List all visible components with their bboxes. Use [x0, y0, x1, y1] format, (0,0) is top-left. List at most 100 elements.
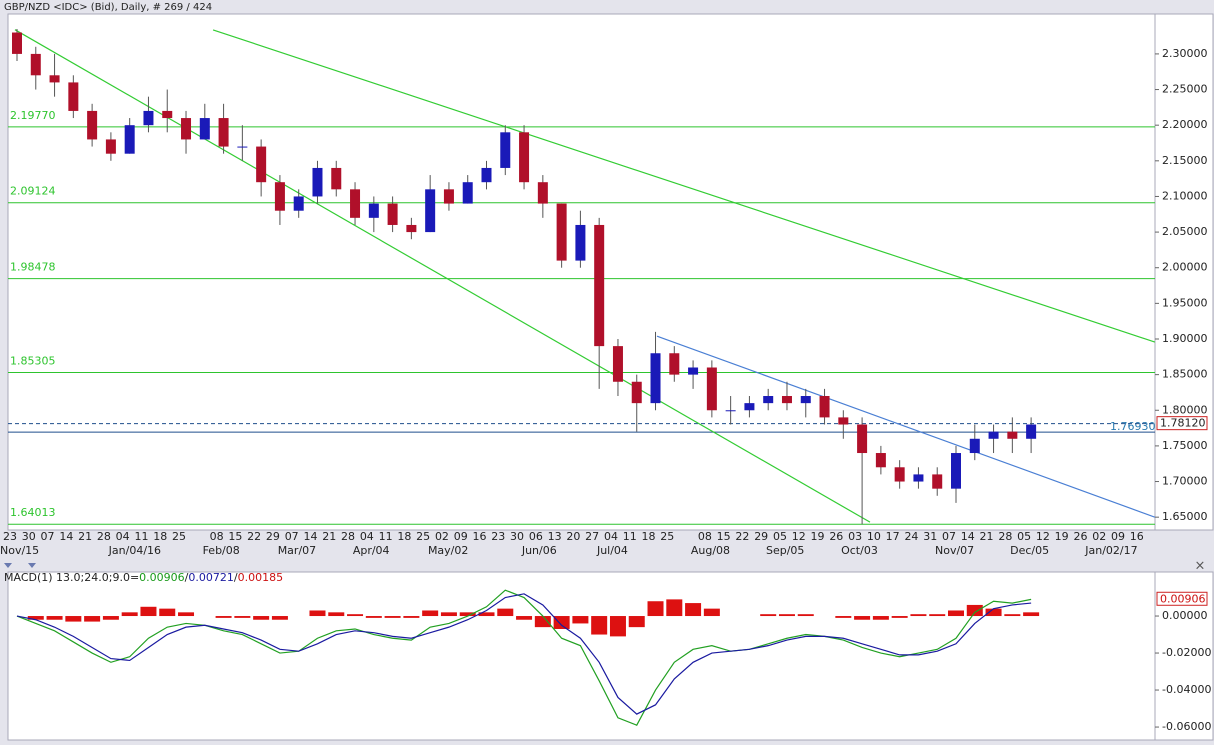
macd-panel — [7, 571, 1214, 741]
candle-body — [744, 403, 755, 411]
x-tick-label: 15 — [228, 530, 242, 543]
macd-line — [16, 593, 1032, 715]
candle-body — [256, 146, 267, 183]
histogram-bar — [591, 616, 608, 635]
x-period-label: Jan/04/16 — [108, 544, 161, 557]
level-label: 2.09124 — [10, 185, 56, 198]
panel-toggle[interactable] — [4, 563, 36, 568]
x-tick-label: 23 — [491, 530, 505, 543]
chart-title: GBP/NZD <IDC> (Bid), Daily, # 269 / 424 — [4, 2, 212, 13]
candle-body — [781, 396, 792, 404]
histogram-bar — [572, 616, 589, 624]
candle-body — [1007, 431, 1018, 439]
macd-title-part: / — [234, 571, 238, 584]
x-tick-label: 11 — [379, 530, 393, 543]
x-tick-label: 04 — [360, 530, 374, 543]
x-tick-label: 25 — [172, 530, 186, 543]
candle-body — [331, 167, 342, 190]
axes: 2.30000 2.25000 2.20000 2.15000 2.10000 2.050… — [0, 47, 1211, 733]
x-tick-label: 07 — [285, 530, 299, 543]
x-tick-label: 25 — [416, 530, 430, 543]
x-tick-label: 14 — [59, 530, 73, 543]
histogram-bar — [1004, 614, 1021, 617]
histogram-bar — [609, 616, 626, 637]
candle-body — [312, 167, 323, 197]
histogram-bar — [685, 603, 702, 617]
macd-title-part: / — [185, 571, 189, 584]
trend-line — [212, 29, 1155, 343]
histogram-bar — [1023, 612, 1040, 617]
histogram-bar — [966, 604, 983, 617]
candle-body — [519, 132, 530, 183]
x-tick-label: 20 — [566, 530, 580, 543]
x-tick-label: 21 — [980, 530, 994, 543]
macd-title-part: MACD(1) 13.0;24.0;9.0= — [4, 571, 139, 584]
candle-body — [800, 396, 811, 404]
candle-body — [462, 182, 473, 204]
histogram-bar — [797, 614, 814, 617]
histogram-bar — [985, 608, 1002, 617]
candle-body — [30, 53, 41, 76]
candle-body — [763, 396, 774, 404]
x-tick-label: 29 — [266, 530, 280, 543]
close-button[interactable]: × — [1195, 559, 1206, 574]
y-tick-label: 1.90000 — [1162, 332, 1208, 345]
histogram-bar — [760, 614, 777, 617]
x-period-label: Jul/04 — [596, 544, 628, 557]
x-period-label: Aug/08 — [691, 544, 730, 557]
y-tick-label: 1.65000 — [1162, 510, 1208, 523]
x-tick-label: 07 — [41, 530, 55, 543]
macd-title-part: 0.00721 — [188, 571, 234, 584]
histogram-bar — [778, 614, 795, 617]
x-tick-label: 16 — [1130, 530, 1144, 543]
histogram-bar — [178, 612, 195, 617]
y-tick-label: 0.00000 — [1162, 609, 1208, 622]
y-tick-label: -0.02000 — [1162, 646, 1211, 659]
x-tick-label: 02 — [435, 530, 449, 543]
histogram-bar — [910, 614, 927, 617]
histogram-bar — [929, 614, 946, 617]
histogram-bar — [309, 610, 326, 617]
y-tick-label: 2.15000 — [1162, 154, 1208, 167]
candle-body — [1026, 424, 1037, 439]
macd-line — [16, 589, 1032, 726]
histogram-bar — [628, 616, 645, 628]
x-tick-label: 18 — [153, 530, 167, 543]
histogram-bar — [403, 616, 420, 618]
candle-body — [631, 381, 642, 404]
x-tick-label: 28 — [97, 530, 111, 543]
candle-body — [932, 474, 943, 489]
histogram-bar — [553, 616, 570, 629]
histogram-bar — [365, 616, 382, 618]
x-tick-label: 22 — [735, 530, 749, 543]
x-tick-label: 10 — [867, 530, 881, 543]
candle-body — [537, 182, 548, 204]
candle-body — [857, 424, 868, 454]
macd-title-part: 0.00906 — [139, 571, 185, 584]
x-tick-label: 11 — [134, 530, 148, 543]
y-tick-label: 2.20000 — [1162, 118, 1208, 131]
x-tick-label: 21 — [78, 530, 92, 543]
x-period-label: Mar/07 — [278, 544, 316, 557]
x-period-label: Dec/05 — [1010, 544, 1049, 557]
x-tick-label: 12 — [792, 530, 806, 543]
x-tick-label: 23 — [3, 530, 17, 543]
x-tick-label: 28 — [998, 530, 1012, 543]
level-label: 1.85305 — [10, 354, 56, 367]
histogram-bar — [234, 616, 251, 618]
x-tick-label: 02 — [1092, 530, 1106, 543]
candle-body — [406, 224, 417, 233]
candle-body — [951, 453, 961, 489]
y-tick-label: 2.25000 — [1162, 83, 1208, 96]
candle-body — [350, 189, 361, 218]
candle-body — [218, 118, 229, 147]
candle-body — [481, 167, 492, 183]
x-tick-label: 30 — [22, 530, 36, 543]
x-tick-label: 24 — [904, 530, 918, 543]
x-tick-label: 15 — [717, 530, 731, 543]
price-box — [1156, 416, 1208, 431]
histogram-bar — [65, 616, 82, 622]
x-tick-label: 13 — [548, 530, 562, 543]
candle-body — [425, 189, 436, 233]
